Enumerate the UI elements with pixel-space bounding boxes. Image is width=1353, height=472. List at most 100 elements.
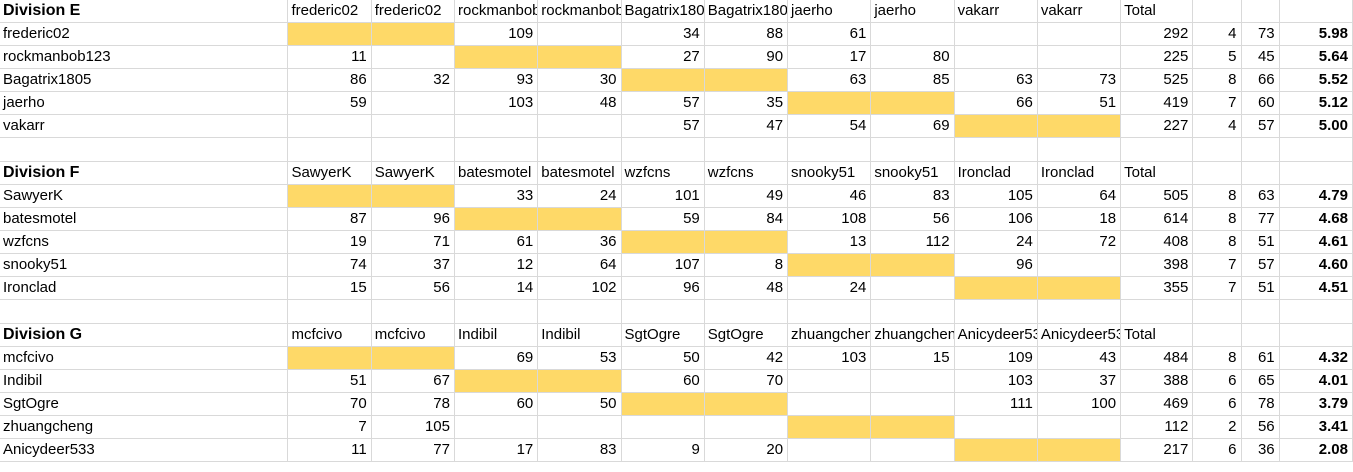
score-cell[interactable]: 47 — [704, 114, 789, 138]
total-cell[interactable]: 614 — [1120, 207, 1194, 231]
empty-cell[interactable] — [454, 299, 539, 324]
empty-cell[interactable] — [454, 137, 539, 162]
rating-cell[interactable]: 4.68 — [1279, 207, 1353, 231]
total-cell[interactable]: 225 — [1120, 45, 1194, 69]
score-cell[interactable] — [870, 22, 955, 46]
empty-cell[interactable] — [1241, 323, 1280, 347]
column-header-cell[interactable]: Indibil — [537, 323, 622, 347]
column-header-cell[interactable]: Indibil — [454, 323, 539, 347]
column-header-cell[interactable]: wzfcns — [621, 161, 705, 185]
empty-cell[interactable] — [1241, 299, 1280, 324]
self-match-cell[interactable] — [454, 45, 539, 69]
total-cell[interactable]: 355 — [1120, 276, 1194, 300]
player-name-cell[interactable]: jaerho — [0, 91, 289, 115]
score-cell[interactable]: 35 — [704, 91, 789, 115]
player-name-cell[interactable]: rockmanbob123 — [0, 45, 289, 69]
score-cell[interactable]: 17 — [787, 45, 872, 69]
score-cell[interactable]: 88 — [704, 22, 789, 46]
score-cell[interactable] — [371, 91, 455, 115]
score-cell[interactable]: 57 — [621, 114, 705, 138]
score-cell[interactable]: 111 — [954, 392, 1038, 416]
column-header-cell[interactable]: mcfcivo — [287, 323, 372, 347]
self-match-cell[interactable] — [454, 369, 539, 393]
score-cell[interactable]: 63 — [787, 68, 872, 92]
column-header-cell[interactable]: Total — [1120, 161, 1194, 185]
empty-cell[interactable] — [1120, 299, 1194, 324]
empty-cell[interactable] — [287, 299, 372, 324]
column-header-cell[interactable]: rockmanbob123 — [454, 0, 539, 23]
score-cell[interactable]: 46 — [787, 184, 872, 208]
score-cell[interactable]: 78 — [371, 392, 455, 416]
score-cell[interactable] — [870, 392, 955, 416]
score-cell[interactable]: 15 — [287, 276, 372, 300]
score-cell[interactable]: 36 — [537, 230, 622, 254]
score-cell[interactable]: 103 — [787, 346, 872, 370]
self-match-cell[interactable] — [287, 346, 372, 370]
score-cell[interactable]: 102 — [537, 276, 622, 300]
games-count-cell[interactable]: 7 — [1192, 91, 1242, 115]
games-count-cell[interactable]: 8 — [1192, 68, 1242, 92]
empty-cell[interactable] — [787, 137, 872, 162]
column-header-cell[interactable]: Total — [1120, 323, 1194, 347]
rating-cell[interactable]: 5.12 — [1279, 91, 1353, 115]
score-cell[interactable] — [704, 415, 789, 439]
score-cell[interactable] — [787, 438, 872, 462]
self-match-cell[interactable] — [621, 392, 705, 416]
score-cell[interactable]: 50 — [621, 346, 705, 370]
column-header-cell[interactable]: frederic02 — [371, 0, 455, 23]
score-cell[interactable] — [454, 114, 539, 138]
average-cell[interactable]: 57 — [1241, 114, 1280, 138]
score-cell[interactable]: 71 — [371, 230, 455, 254]
self-match-cell[interactable] — [1037, 114, 1122, 138]
score-cell[interactable]: 48 — [704, 276, 789, 300]
score-cell[interactable]: 100 — [1037, 392, 1122, 416]
score-cell[interactable]: 93 — [454, 68, 539, 92]
rating-cell[interactable]: 5.64 — [1279, 45, 1353, 69]
score-cell[interactable]: 37 — [1037, 369, 1122, 393]
score-cell[interactable]: 59 — [287, 91, 372, 115]
score-cell[interactable]: 24 — [787, 276, 872, 300]
player-name-cell[interactable]: SawyerK — [0, 184, 289, 208]
score-cell[interactable] — [1037, 45, 1122, 69]
self-match-cell[interactable] — [371, 22, 455, 46]
empty-cell[interactable] — [621, 137, 705, 162]
score-cell[interactable]: 32 — [371, 68, 455, 92]
rating-cell[interactable]: 4.61 — [1279, 230, 1353, 254]
self-match-cell[interactable] — [454, 207, 539, 231]
player-name-cell[interactable]: zhuangcheng — [0, 415, 289, 439]
empty-cell[interactable] — [1279, 323, 1353, 347]
score-cell[interactable] — [371, 45, 455, 69]
score-cell[interactable]: 109 — [454, 22, 539, 46]
score-cell[interactable]: 43 — [1037, 346, 1122, 370]
score-cell[interactable] — [287, 114, 372, 138]
column-header-cell[interactable]: SgtOgre — [621, 323, 705, 347]
score-cell[interactable]: 61 — [454, 230, 539, 254]
empty-cell[interactable] — [870, 137, 955, 162]
self-match-cell[interactable] — [787, 253, 872, 277]
empty-cell[interactable] — [870, 299, 955, 324]
games-count-cell[interactable]: 6 — [1192, 438, 1242, 462]
score-cell[interactable]: 67 — [371, 369, 455, 393]
rating-cell[interactable]: 4.60 — [1279, 253, 1353, 277]
rating-cell[interactable]: 4.32 — [1279, 346, 1353, 370]
self-match-cell[interactable] — [954, 276, 1038, 300]
empty-cell[interactable] — [537, 137, 622, 162]
score-cell[interactable] — [954, 415, 1038, 439]
empty-cell[interactable] — [0, 137, 289, 162]
score-cell[interactable]: 24 — [537, 184, 622, 208]
division-title[interactable]: Division E — [0, 0, 289, 23]
score-cell[interactable]: 70 — [704, 369, 789, 393]
score-cell[interactable]: 70 — [287, 392, 372, 416]
total-cell[interactable]: 525 — [1120, 68, 1194, 92]
score-cell[interactable]: 19 — [287, 230, 372, 254]
empty-cell[interactable] — [537, 299, 622, 324]
total-cell[interactable]: 419 — [1120, 91, 1194, 115]
score-cell[interactable]: 18 — [1037, 207, 1122, 231]
division-title[interactable]: Division F — [0, 161, 289, 185]
empty-cell[interactable] — [1192, 299, 1242, 324]
self-match-cell[interactable] — [287, 22, 372, 46]
games-count-cell[interactable]: 2 — [1192, 415, 1242, 439]
score-cell[interactable]: 56 — [371, 276, 455, 300]
score-cell[interactable] — [621, 415, 705, 439]
column-header-cell[interactable]: Bagatrix1805 — [704, 0, 789, 23]
